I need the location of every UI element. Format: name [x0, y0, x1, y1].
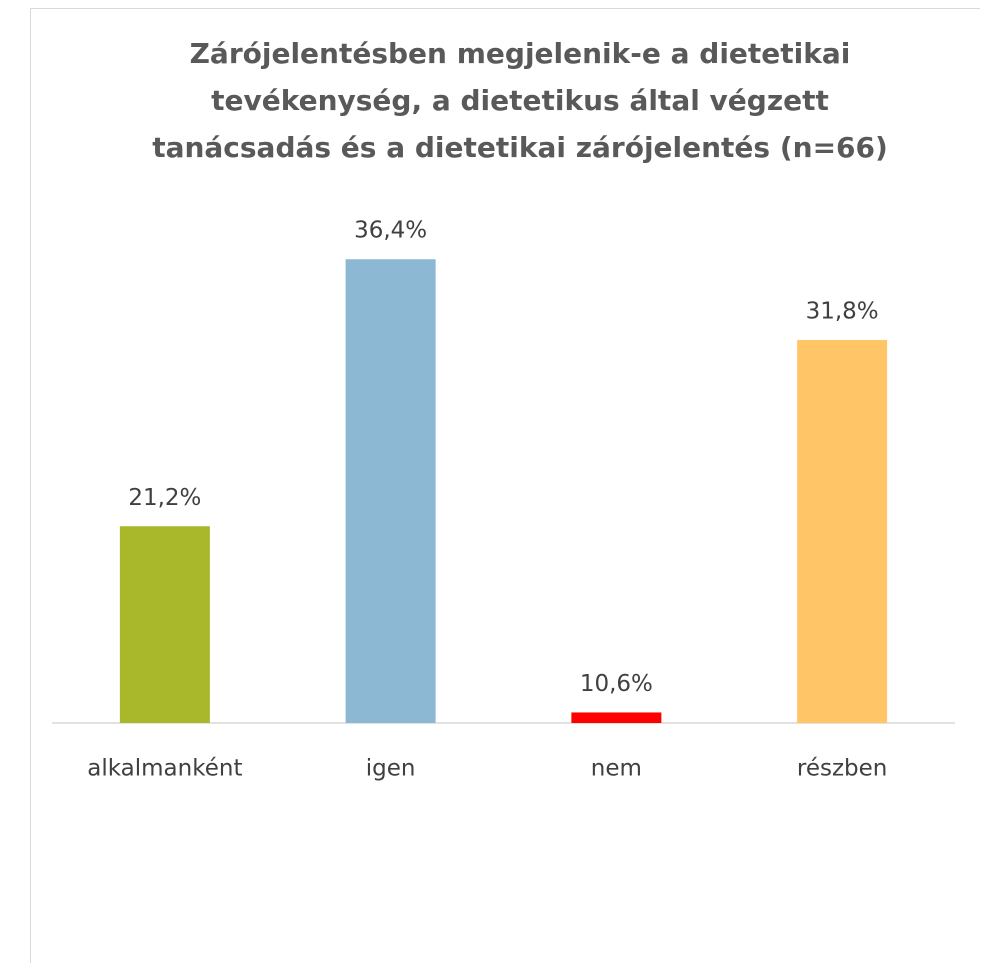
- data-label: 21,2%: [128, 485, 201, 511]
- x-tick-label: igen: [366, 756, 416, 782]
- data-label: 36,4%: [354, 218, 427, 244]
- bar: [797, 340, 888, 723]
- data-label: 10,6%: [580, 671, 653, 697]
- x-tick-label: részben: [797, 756, 887, 782]
- chart-frame: [30, 8, 980, 963]
- data-label: 31,8%: [806, 299, 879, 325]
- x-tick-label: nem: [591, 756, 642, 782]
- chart-title: Zárójelentésben megjelenik-e a dietetika…: [152, 37, 888, 164]
- bar: [571, 712, 662, 723]
- bar: [119, 526, 210, 723]
- bar: [345, 259, 436, 723]
- x-tick-label: alkalmanként: [87, 756, 242, 782]
